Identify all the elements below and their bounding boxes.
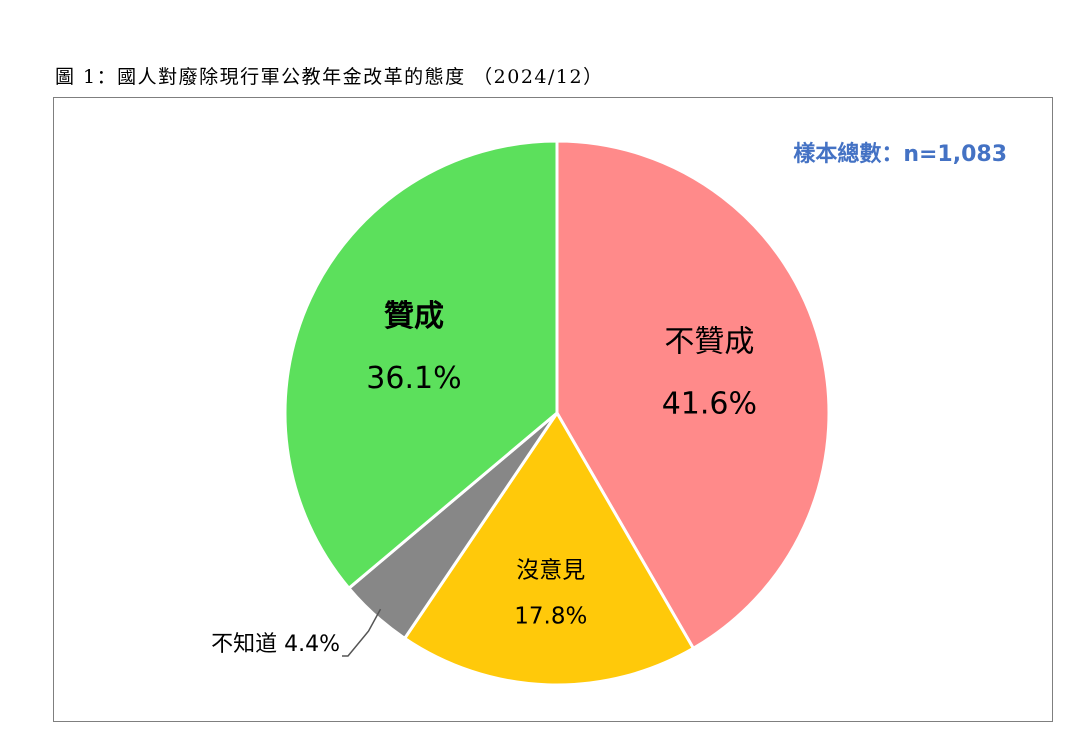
slice-value-4: 36.1%	[366, 361, 461, 396]
pie-labels: 不贊成 41.6% 沒意見 17.8% 不知道 4.4% 贊成 36.1%	[211, 299, 757, 657]
slice-label-1: 不贊成	[664, 325, 754, 360]
pie-slice-1	[555, 139, 831, 650]
chart-frame: 樣本總數：n=1,083	[53, 97, 1053, 722]
pie-slices	[283, 139, 831, 687]
pie-slice-4	[283, 139, 559, 590]
pie-slice-2	[403, 411, 695, 687]
slice-label-3: 不知道 4.4%	[211, 632, 340, 657]
figure-title: 圖 1：國人對廢除現行軍公教年金改革的態度 （2024/12）	[55, 66, 604, 88]
leader-line-3	[342, 608, 382, 657]
slice-value-2: 17.8%	[514, 603, 587, 629]
slice-value-1: 41.6%	[662, 387, 757, 422]
slice-label-2: 沒意見	[516, 557, 585, 583]
sample-size-note: 樣本總數：n=1,083	[793, 142, 1007, 167]
slice-label-4: 贊成	[384, 299, 444, 334]
